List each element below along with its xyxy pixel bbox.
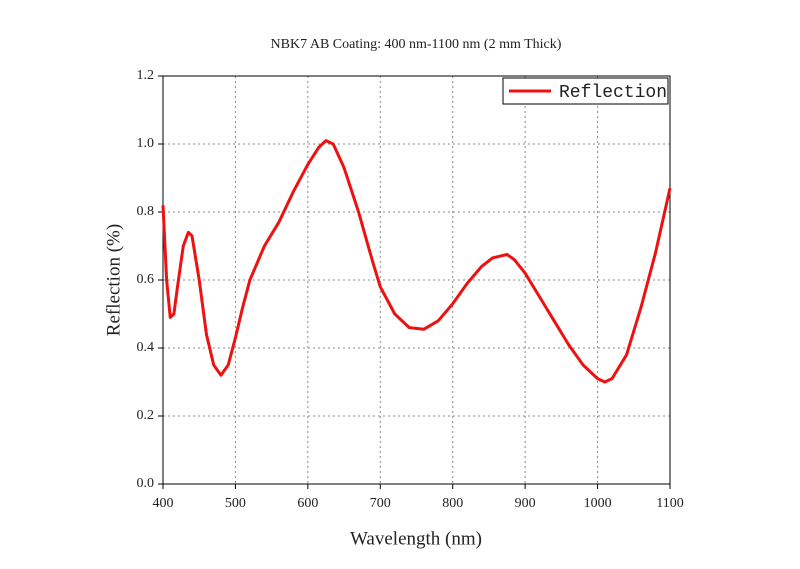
y-tick-label: 0.4 — [137, 340, 155, 355]
x-axis-label: Wavelength (nm) — [350, 528, 482, 549]
y-tick-label: 0.8 — [137, 204, 155, 219]
x-tick-label: 600 — [297, 496, 318, 511]
chart-title: NBK7 AB Coating: 400 nm-1100 nm (2 mm Th… — [271, 37, 562, 52]
x-tick-label: 1000 — [584, 496, 612, 511]
y-tick-label: 1.0 — [137, 136, 155, 151]
y-tick-label: 0.2 — [137, 408, 155, 423]
x-tick-label: 400 — [153, 496, 174, 511]
y-tick-label: 0.0 — [137, 476, 155, 491]
y-tick-label: 0.6 — [137, 272, 155, 287]
x-tick-label: 900 — [515, 496, 536, 511]
y-axis-label: Reflection (%) — [103, 224, 124, 336]
x-tick-label: 1100 — [656, 496, 683, 511]
line-series — [161, 139, 672, 384]
x-tick-label: 800 — [442, 496, 463, 511]
legend-label: Reflection — [559, 83, 667, 103]
x-tick-label: 700 — [370, 496, 391, 511]
plot-frame — [162, 75, 671, 485]
x-tick-label: 500 — [225, 496, 246, 511]
y-tick-label: 1.2 — [137, 68, 155, 83]
